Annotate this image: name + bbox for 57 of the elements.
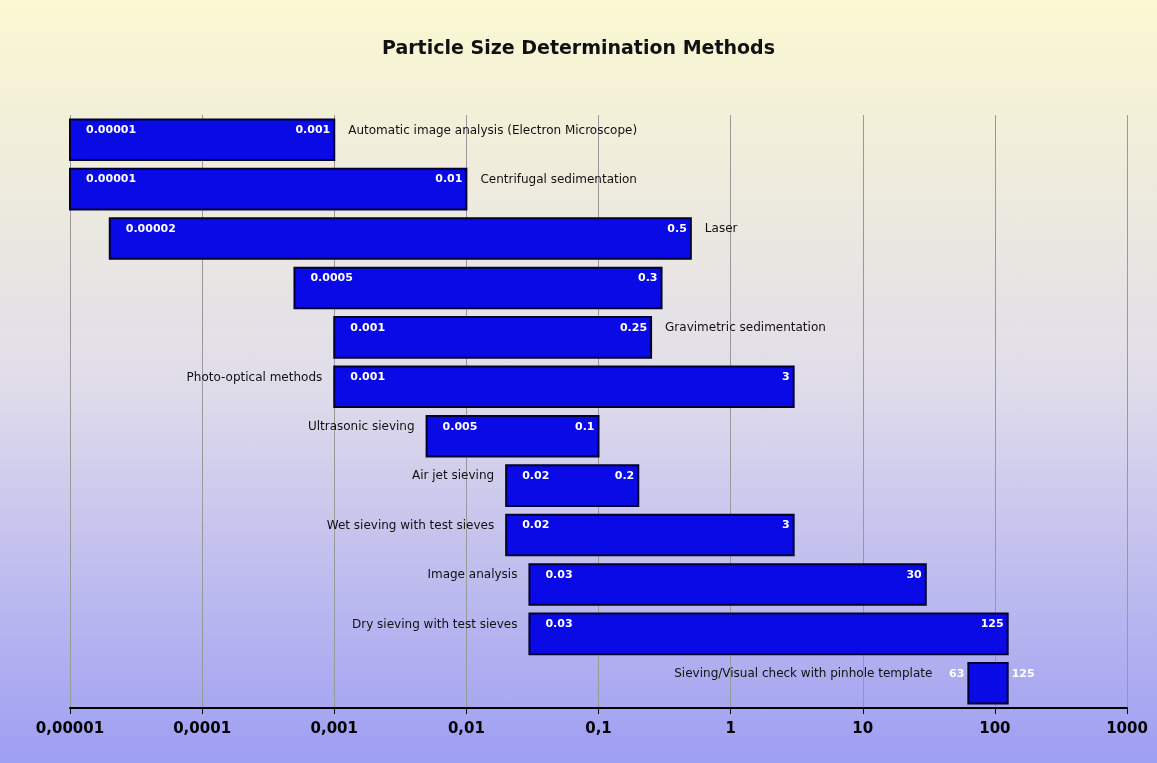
x-tick-label: 0,001 [310,718,358,737]
bar [333,365,795,409]
annotation: 0.001 [350,320,386,334]
data-label: 30 [906,567,923,581]
data-label: 0.01 [435,172,463,186]
bar [69,118,336,161]
annotation: 0.02 [522,468,550,482]
x-tick-label: 1000 [1106,718,1148,737]
bar [505,464,640,507]
data-label: 3 [782,518,790,532]
x-tick-label: 0,1 [585,718,612,737]
bar [425,414,600,458]
chart-title: Particle Size Determination Methods [381,35,776,58]
data-label: 3 [782,370,790,384]
x-tick-label: 10 [852,718,874,737]
bar [505,513,795,557]
x-tick-label: 0,01 [447,718,485,737]
annotation: 0.02 [522,518,550,532]
data-label: 0.2 [614,468,635,482]
annotation: 0.03 [545,567,573,581]
data-label: 125 [1011,666,1035,680]
annotation: 0.00001 [86,123,137,137]
y-tick-label: Gravimetric sedimentation [665,320,826,335]
y-tick-label: Laser [704,221,738,236]
y-tick-label: Dry sieving with test sieves [352,616,518,631]
annotation: 0.0005 [310,271,353,285]
data-label: 0.1 [575,419,595,433]
bar [69,167,468,211]
bar [528,612,1009,656]
bar [293,266,663,310]
annotation: 0.005 [442,419,478,433]
annotation: 0.00002 [125,221,176,235]
annotation: 63 [949,666,965,680]
y-tick-label: Image analysis [427,567,518,582]
bar [108,217,692,260]
x-tick-label: 1 [725,718,736,737]
annotation: 0.001 [350,370,386,384]
bar [967,662,1009,705]
y-tick-label: Centrifugal sedimentation [480,171,637,186]
data-label: 0.25 [619,320,648,334]
data-label: 125 [980,617,1004,631]
annotation: 0.00001 [86,172,137,186]
y-tick-label: Air jet sieving [411,468,495,483]
bar [333,316,653,359]
y-tick-label: Ultrasonic sieving [307,419,415,434]
y-tick-label: Automatic image analysis (Electron Microscope) [348,122,638,137]
x-tick-label: 100 [979,718,1011,737]
annotation: 0.03 [545,617,573,631]
y-tick-label: Sieving/Visual check with pinhole template [674,666,933,681]
data-label: 0.001 [295,123,331,137]
y-tick-label: Wet sieving with test sieves [326,517,495,532]
x-tick-label: 0,00001 [35,718,105,737]
y-tick-label: Photo-optical methods [186,369,323,384]
data-label: 0.3 [638,271,658,285]
bar [528,563,927,606]
data-label: 0.5 [667,221,687,235]
x-tick-label: 0,0001 [173,718,232,737]
